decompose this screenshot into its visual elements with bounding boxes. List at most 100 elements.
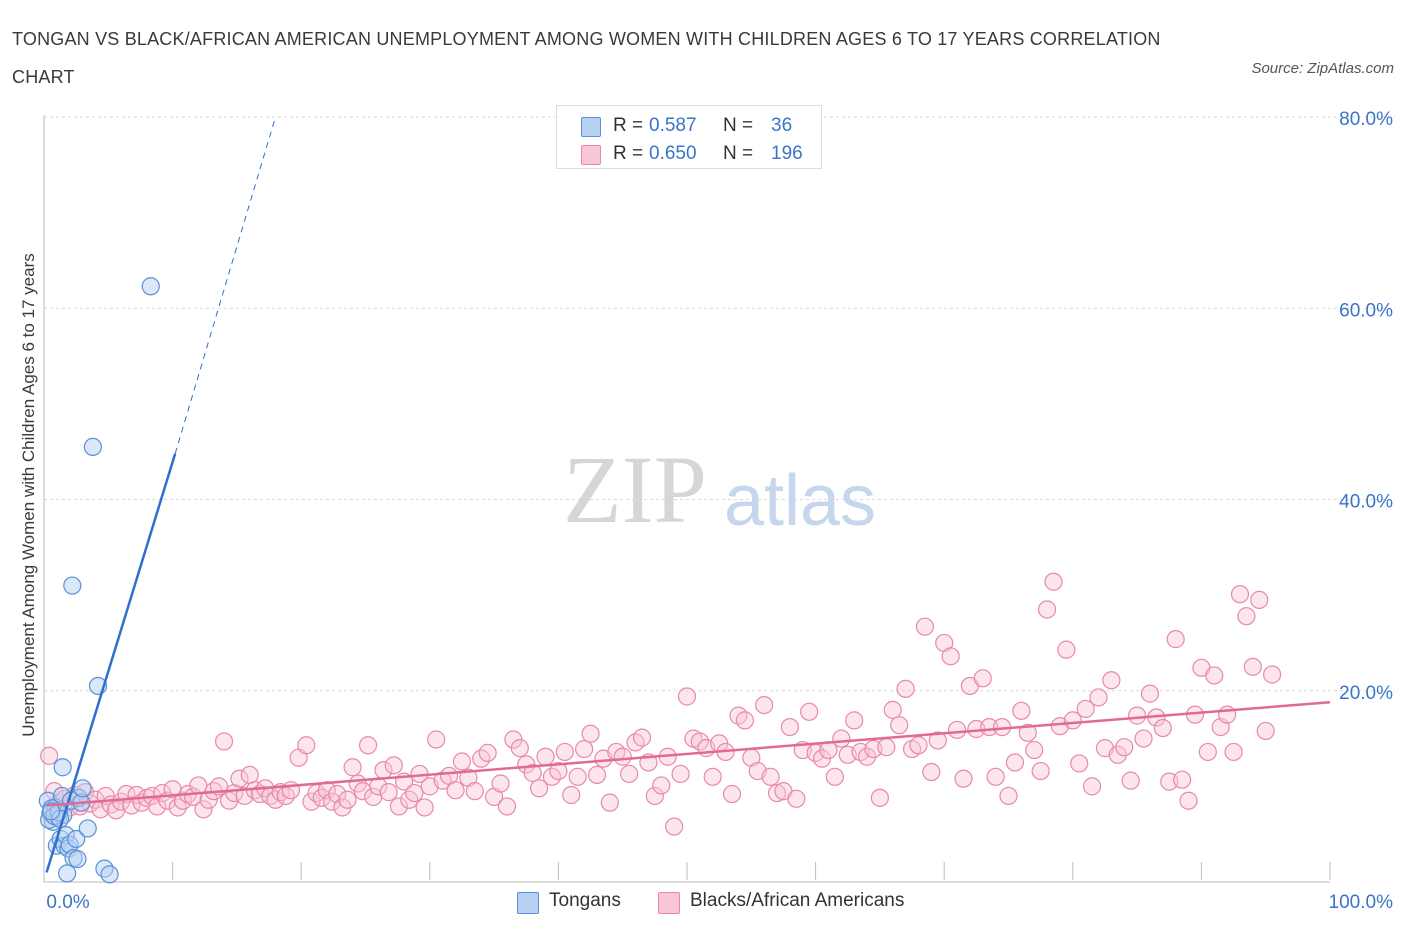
black-data-point xyxy=(549,761,568,781)
black-data-point xyxy=(954,769,973,788)
black-data-point xyxy=(194,800,213,819)
black-data-point xyxy=(780,717,799,737)
chart-title: TONGAN VS BLACK/AFRICAN AMERICAN UNEMPLO… xyxy=(12,29,1161,87)
black-data-point xyxy=(1063,711,1082,730)
r-value: 0.650 xyxy=(649,143,697,164)
black-data-point xyxy=(581,724,600,743)
black-data-point xyxy=(1205,666,1224,685)
axes xyxy=(43,115,1331,883)
black-data-point xyxy=(214,732,234,751)
black-data-point xyxy=(980,717,999,737)
black-data-point xyxy=(883,700,902,719)
black-data-point xyxy=(600,793,619,812)
black-data-point xyxy=(671,764,690,784)
black-data-point xyxy=(530,779,549,798)
black-data-point xyxy=(452,752,472,771)
black-data-point xyxy=(122,796,141,815)
black-data-point xyxy=(1237,607,1256,626)
grid-lines xyxy=(44,116,1395,692)
black-data-point xyxy=(587,765,607,785)
black-data-point xyxy=(665,817,684,836)
black-data-point xyxy=(787,789,806,808)
black-data-point xyxy=(427,730,446,749)
black-data-point xyxy=(890,716,909,735)
y-tick-labels: 20.0% 40.0% 60.0% 80.0% xyxy=(1339,109,1393,704)
n-value: 196 xyxy=(771,143,803,164)
black-data-point xyxy=(1256,721,1275,741)
black-data-point xyxy=(491,774,510,793)
black-data-point xyxy=(986,767,1005,786)
black-data-point xyxy=(722,784,742,804)
black-data-point xyxy=(1018,723,1037,742)
black-data-point xyxy=(1173,770,1192,789)
black-data-point xyxy=(497,797,517,816)
r-label: R = xyxy=(613,115,644,136)
black-data-point xyxy=(568,767,587,786)
tongan-data-point xyxy=(63,576,82,595)
tongan-data-point xyxy=(58,864,77,883)
black-data-point xyxy=(1263,665,1282,684)
black-data-point xyxy=(575,739,594,759)
black-data-point xyxy=(240,765,259,785)
black-data-point xyxy=(1082,777,1102,796)
black-data-point xyxy=(1140,684,1160,703)
watermark-zip: ZIP xyxy=(563,436,707,543)
black-points xyxy=(40,572,1282,836)
black-data-point xyxy=(915,617,935,636)
black-data-point xyxy=(652,776,671,795)
tongan-data-point xyxy=(67,829,86,849)
black-data-point xyxy=(338,790,357,809)
black-data-point xyxy=(536,747,555,766)
black-data-point xyxy=(735,711,754,730)
black-data-point xyxy=(632,728,652,747)
black-data-point xyxy=(1076,699,1095,719)
black-legend-swatch xyxy=(658,892,680,914)
r-label: R = xyxy=(613,143,644,164)
black-data-point xyxy=(677,687,697,706)
black-data-point xyxy=(1179,791,1198,810)
black-data-point xyxy=(761,767,780,786)
black-data-point xyxy=(1089,688,1108,707)
x-tick-label: 100.0% xyxy=(1329,892,1394,913)
tongan-trend-extension xyxy=(174,116,276,454)
black-data-point xyxy=(1044,572,1063,591)
tongan-data-point xyxy=(53,758,72,777)
watermark-atlas: atlas xyxy=(724,461,876,541)
source-label: Source: ZipAtlas.com xyxy=(1251,60,1394,77)
black-data-point xyxy=(405,783,424,803)
black-data-point xyxy=(1121,771,1140,790)
black-data-point xyxy=(947,720,967,740)
black-data-point xyxy=(1031,761,1050,781)
black-data-point xyxy=(358,736,378,755)
black-data-point xyxy=(1057,640,1076,659)
black-data-point xyxy=(690,732,709,751)
tongan-data-point xyxy=(41,802,61,821)
black-data-point xyxy=(1127,706,1147,725)
black-data-point xyxy=(478,743,497,763)
tongan-points xyxy=(38,277,160,884)
black-data-point xyxy=(999,786,1018,806)
black-trend-line xyxy=(46,700,1331,807)
black-data-point xyxy=(825,767,844,786)
black-data-point xyxy=(1070,754,1089,773)
black-data-point xyxy=(755,695,774,715)
tongan-legend-swatch xyxy=(517,892,539,914)
black-data-point xyxy=(297,736,316,755)
y-tick-label: 20.0% xyxy=(1339,683,1393,704)
black-data-point xyxy=(510,739,529,758)
black-data-point xyxy=(389,797,409,816)
tongan-data-point xyxy=(73,779,92,798)
black-data-point xyxy=(613,747,632,766)
tongan-data-point xyxy=(78,819,97,838)
black-data-point xyxy=(1230,585,1250,604)
black-data-point xyxy=(148,797,167,816)
black-data-point xyxy=(767,783,787,803)
tongan-data-point xyxy=(68,849,87,869)
trend-lines xyxy=(45,116,1331,873)
r-value: 0.587 xyxy=(649,115,697,136)
black-data-point xyxy=(302,792,321,811)
black-data-point xyxy=(928,731,947,750)
tongan-data-point xyxy=(141,277,160,296)
black-data-point xyxy=(379,783,398,802)
